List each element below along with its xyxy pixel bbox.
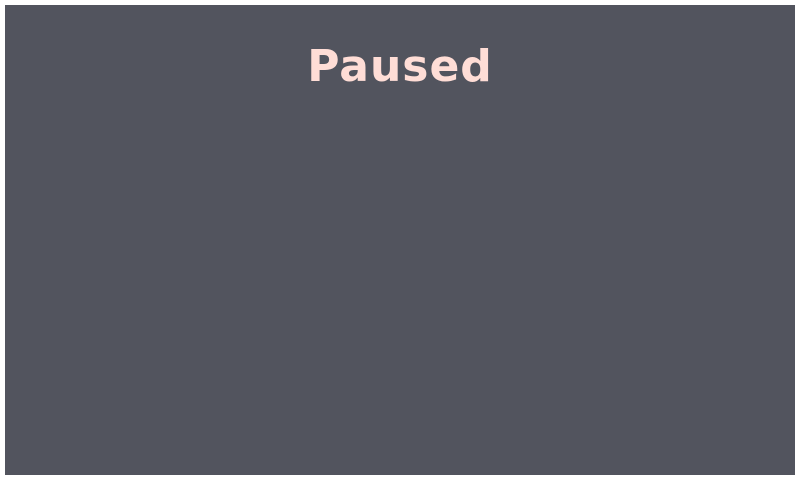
paused-title: Paused	[307, 41, 493, 92]
game-screen[interactable]: Paused	[5, 5, 795, 475]
